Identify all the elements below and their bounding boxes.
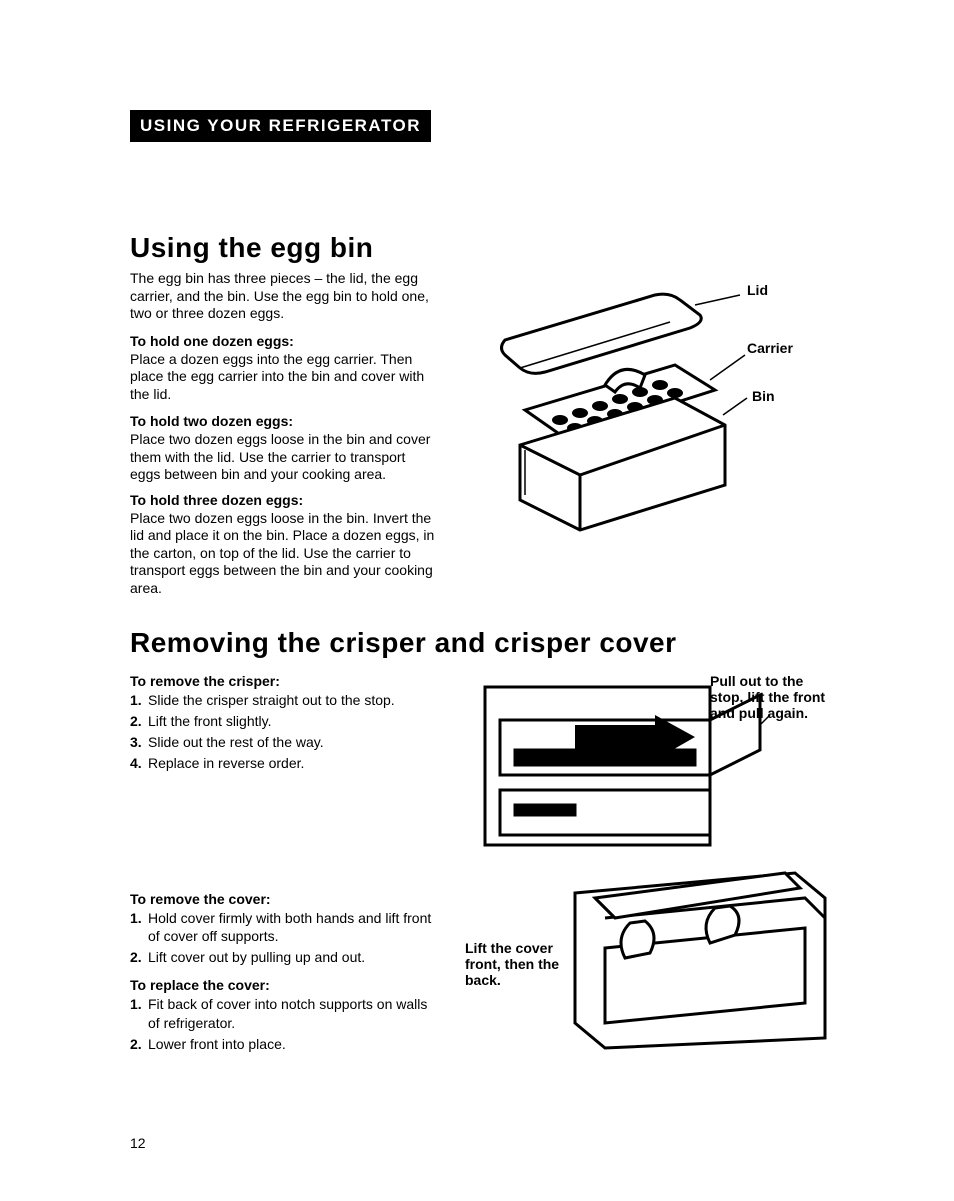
egg-bin-figure: Lid Carrier Bin [465, 270, 834, 607]
list-item: Lift the front slightly. [148, 712, 271, 731]
crisper-figures: Pull out to the stop, lift the front and… [465, 665, 835, 1064]
list-item: Slide the crisper straight out to the st… [148, 691, 395, 710]
subhead-one-dozen: To hold one dozen eggs: [130, 333, 435, 349]
subhead-remove-cover: To remove the cover: [130, 891, 435, 907]
subhead-replace-cover: To replace the cover: [130, 977, 435, 993]
list-item: Hold cover firmly with both hands and li… [148, 909, 435, 947]
section-crisper: Removing the crisper and crisper cover T… [130, 627, 834, 1064]
heading-egg-bin: Using the egg bin [130, 232, 834, 264]
label-lid: Lid [747, 282, 768, 298]
heading-crisper: Removing the crisper and crisper cover [130, 627, 834, 659]
egg-bin-intro: The egg bin has three pieces – the lid, … [130, 270, 435, 323]
subhead-remove-crisper: To remove the crisper: [130, 673, 435, 689]
list-item: Replace in reverse order. [148, 754, 304, 773]
label-bin: Bin [752, 388, 775, 404]
caption-lift-cover: Lift the cover front, then the back. [465, 940, 575, 988]
body-three-dozen: Place two dozen eggs loose in the bin. I… [130, 510, 435, 598]
caption-pullout: Pull out to the stop, lift the front and… [710, 673, 840, 721]
label-carrier: Carrier [747, 340, 793, 356]
list-item: Fit back of cover into notch supports on… [148, 995, 435, 1033]
list-item: Slide out the rest of the way. [148, 733, 324, 752]
page: USING YOUR REFRIGERATOR Using the egg bi… [0, 0, 954, 1201]
page-number: 12 [130, 1135, 146, 1151]
list-remove-crisper: 1.Slide the crisper straight out to the … [130, 691, 435, 773]
crisper-text-column: To remove the crisper: 1.Slide the crisp… [130, 665, 435, 1064]
section-egg-bin: Using the egg bin The egg bin has three … [130, 232, 834, 607]
subhead-three-dozen: To hold three dozen eggs: [130, 492, 435, 508]
egg-bin-text-column: The egg bin has three pieces – the lid, … [130, 270, 435, 607]
egg-bin-illustration [465, 270, 795, 550]
section-banner: USING YOUR REFRIGERATOR [130, 110, 431, 142]
list-remove-cover: 1.Hold cover firmly with both hands and … [130, 909, 435, 968]
subhead-two-dozen: To hold two dozen eggs: [130, 413, 435, 429]
list-item: Lift cover out by pulling up and out. [148, 948, 365, 967]
list-replace-cover: 1.Fit back of cover into notch supports … [130, 995, 435, 1054]
list-item: Lower front into place. [148, 1035, 286, 1054]
body-two-dozen: Place two dozen eggs loose in the bin an… [130, 431, 435, 484]
body-one-dozen: Place a dozen eggs into the egg carrier.… [130, 351, 435, 404]
